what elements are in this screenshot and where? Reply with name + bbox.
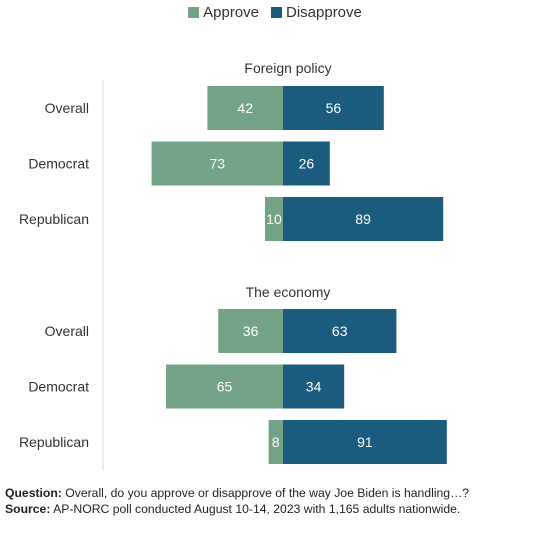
disapprove-value-label: 63 <box>332 323 348 339</box>
disapprove-bar <box>283 364 345 409</box>
approve-value-label: 73 <box>210 156 226 172</box>
approve-bar <box>207 86 283 130</box>
disapprove-value-label: 91 <box>357 434 373 450</box>
disapprove-value-label: 56 <box>326 100 342 116</box>
approve-value-label: 8 <box>272 434 280 450</box>
approve-value-label: 10 <box>266 211 282 227</box>
diverging-bar-chart: Foreign policy Overall 42 56 Democrat 73 26 Rep… <box>19 60 447 470</box>
question-label: Question: <box>5 486 62 500</box>
approve-bar <box>265 197 283 241</box>
disapprove-value-label: 89 <box>355 211 371 227</box>
footnote: Question: Overall, do you approve or dis… <box>5 486 550 517</box>
source-note: Source: AP-NORC poll conducted August 10… <box>5 502 550 518</box>
approve-bar <box>218 309 283 353</box>
legend-item-disapprove: Disapprove <box>271 4 362 21</box>
legend-swatch-disapprove <box>271 6 282 18</box>
disapprove-bar <box>283 420 447 464</box>
disapprove-value-label: 34 <box>306 379 322 395</box>
question-note: Question: Overall, do you approve or dis… <box>5 486 550 502</box>
category-label: Overall <box>45 323 89 339</box>
category-label: Republican <box>19 211 89 227</box>
source-text: AP-NORC poll conducted August 10-14, 202… <box>50 501 461 516</box>
approve-value-label: 36 <box>243 323 259 339</box>
panel-title: The economy <box>246 284 331 300</box>
legend-swatch-approve <box>188 6 200 18</box>
approve-value-label: 42 <box>237 100 253 116</box>
category-label: Overall <box>45 100 89 116</box>
disapprove-bar <box>283 86 384 130</box>
legend-label-disapprove: Disapprove <box>286 3 362 21</box>
legend-item-approve: Approve <box>188 4 259 21</box>
category-label: Democrat <box>28 379 89 395</box>
approve-bar <box>151 141 283 186</box>
approve-bar <box>268 420 283 464</box>
category-label: Republican <box>19 434 89 450</box>
approve-value-label: 65 <box>217 379 233 395</box>
legend-label-approve: Approve <box>203 3 259 21</box>
disapprove-bar <box>283 309 397 353</box>
disapprove-bar <box>283 141 330 186</box>
panel-title: Foreign policy <box>244 60 331 76</box>
question-text: Overall, do you approve or disapprove of… <box>61 486 470 500</box>
category-label: Democrat <box>28 156 89 172</box>
source-label: Source: <box>5 501 51 516</box>
approve-bar <box>166 364 283 409</box>
legend: Approve Disapprove <box>0 3 550 21</box>
disapprove-value-label: 26 <box>299 156 315 172</box>
disapprove-bar <box>283 197 444 241</box>
